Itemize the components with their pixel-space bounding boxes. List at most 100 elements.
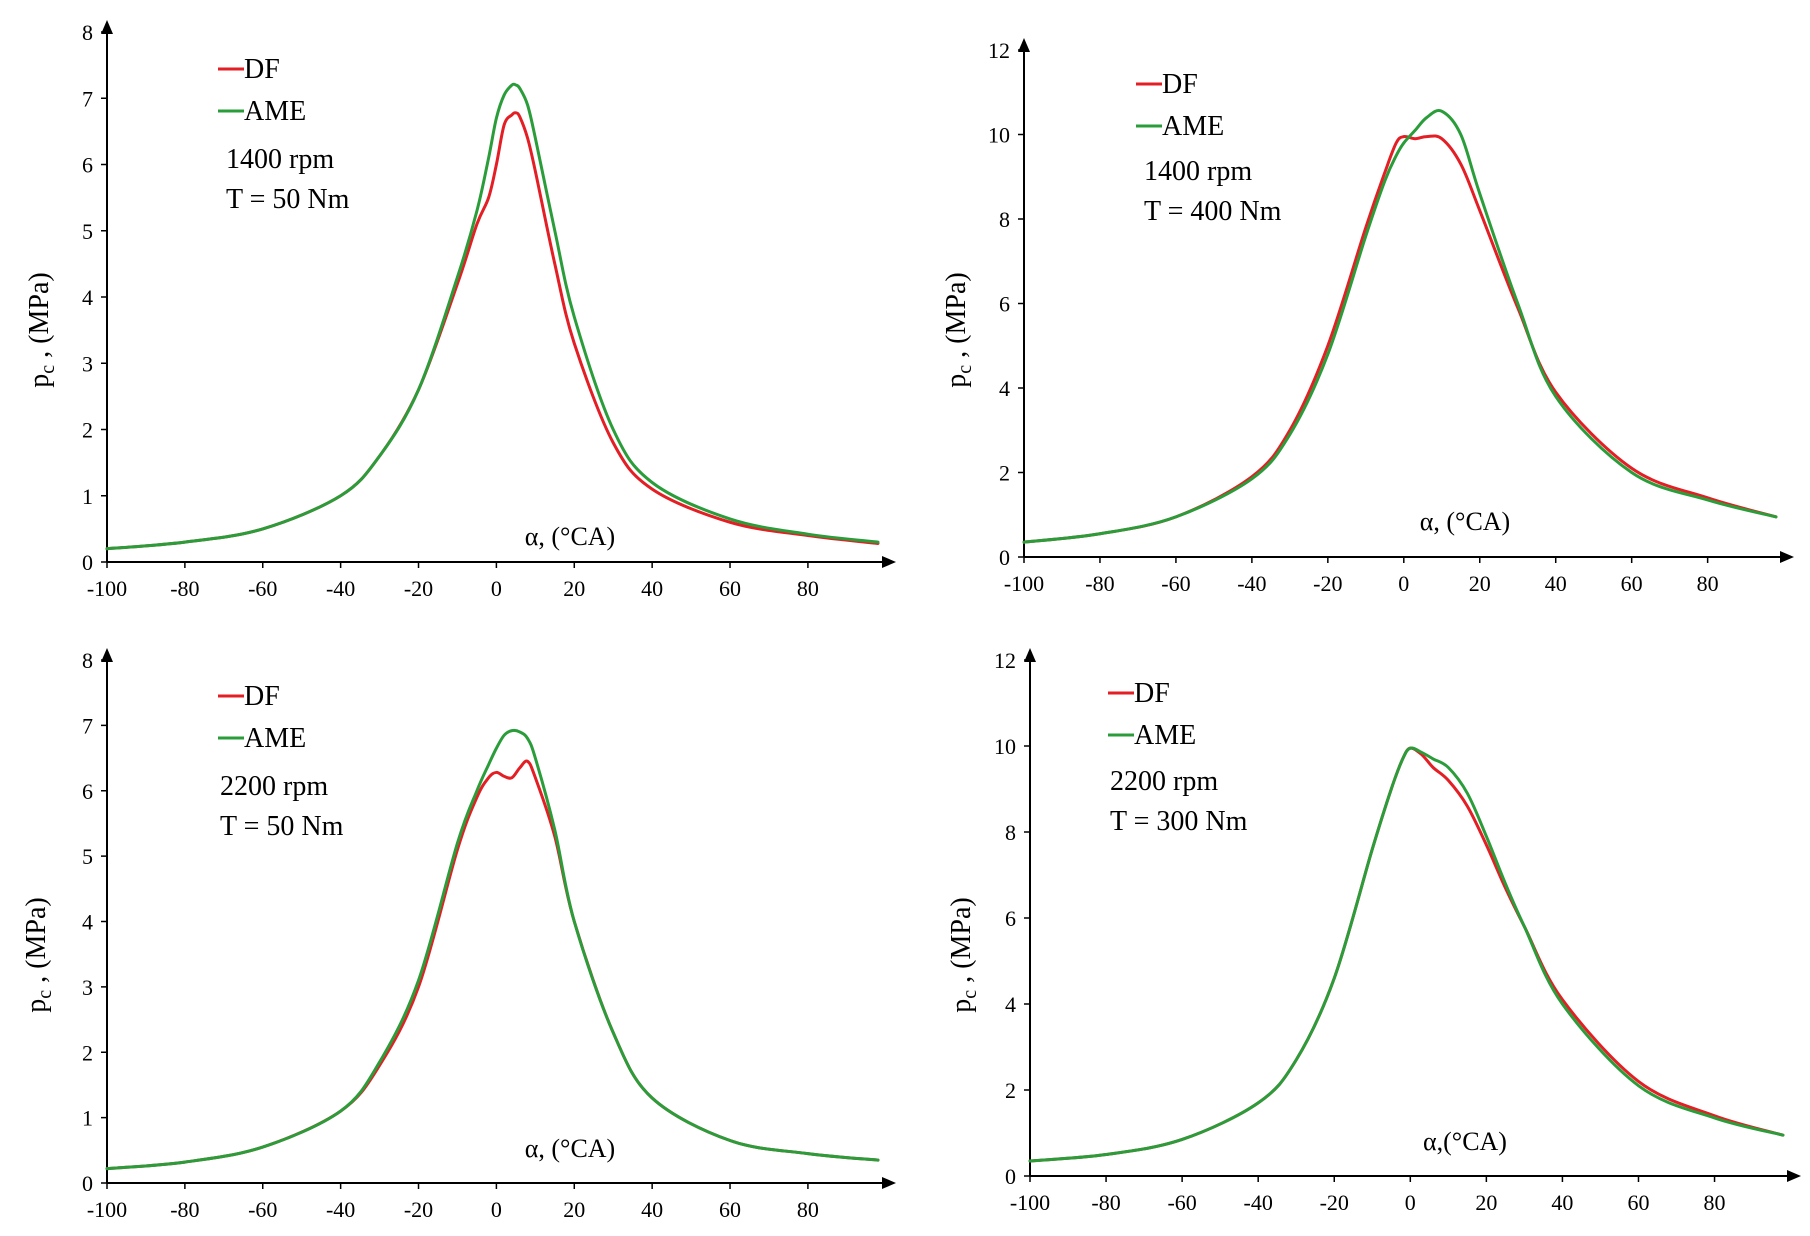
chart-panel-top-left: -100 -80 -60 -40 -20 0 20 40 60 80 0 1 2 3 4 5 6 7 8 DF AME 1… (24, 20, 896, 601)
legend-label-ame: AME (244, 723, 306, 754)
y-tick-label: 8 (999, 207, 1010, 232)
x-tick-label: 20 (1475, 1190, 1497, 1215)
y-tick-label: 6 (82, 779, 93, 804)
x-tick-label: 60 (1627, 1190, 1649, 1215)
x-tick-label: -100 (87, 1197, 127, 1222)
x-axis-arrow (882, 556, 896, 568)
series-line-ame (105, 728, 880, 1171)
series-line-ame (105, 82, 880, 551)
legend-label-df: DF (244, 54, 280, 85)
y-tick-label: 0 (1005, 1164, 1016, 1189)
y-tick-label: 4 (1005, 992, 1016, 1017)
x-tick-label: 40 (1551, 1190, 1573, 1215)
annotation-text: T = 300 Nm (1110, 806, 1248, 837)
x-tick-label: -20 (1313, 571, 1342, 596)
chart-panel-bottom-left: -100 -80 -60 -40 -20 0 20 40 60 80 0 1 2 3 4 5 6 7 8 DF AME 2… (21, 648, 896, 1222)
x-tick-label: -20 (404, 576, 433, 601)
legend-label-ame: AME (1162, 111, 1224, 142)
annotation-text: T = 400 Nm (1144, 196, 1282, 227)
legend-label-ame: AME (1134, 720, 1196, 751)
y-axis-label: pc , (MPa) (946, 897, 981, 1012)
y-tick-label: 1 (82, 1106, 93, 1131)
y-tick-label: 3 (82, 975, 93, 1000)
x-tick-label: 80 (1697, 571, 1719, 596)
y-tick-label: 2 (82, 1040, 93, 1065)
x-tick-label: -60 (248, 1197, 277, 1222)
x-tick-label: 0 (491, 1197, 502, 1222)
y-tick-label: 10 (988, 123, 1010, 148)
y-tick-label: 0 (82, 1171, 93, 1196)
legend-label-df: DF (1162, 69, 1198, 100)
annotation-text: 2200 rpm (220, 771, 328, 802)
y-tick-label: 8 (82, 648, 93, 673)
x-tick-label: -40 (1237, 571, 1266, 596)
x-tick-label: -20 (404, 1197, 433, 1222)
y-tick-label: 4 (82, 285, 93, 310)
x-tick-label: -100 (1010, 1190, 1050, 1215)
y-axis-label: pc , (MPa) (21, 897, 56, 1012)
y-tick-label: 5 (82, 219, 93, 244)
x-tick-label: -40 (326, 1197, 355, 1222)
y-tick-label: 6 (82, 153, 93, 178)
x-axis-arrow (1780, 551, 1794, 563)
y-tick-label: 7 (82, 713, 93, 738)
y-tick-label: 3 (82, 351, 93, 376)
chart-panel-bottom-right: -100 -80 -60 -40 -20 0 20 40 60 80 0 2 4 6 8 10 12 DF AME 2… (946, 648, 1801, 1215)
y-tick-label: 4 (82, 910, 93, 935)
y-tick-label: 5 (82, 844, 93, 869)
x-tick-label: 40 (641, 576, 663, 601)
x-tick-label: -20 (1320, 1190, 1349, 1215)
y-axis-arrow (1018, 38, 1030, 52)
annotation-text: 2200 rpm (1110, 766, 1218, 797)
x-tick-label: 20 (563, 1197, 585, 1222)
annotation-text: T = 50 Nm (226, 184, 350, 215)
x-tick-label: 40 (1545, 571, 1567, 596)
x-tick-label: 60 (1621, 571, 1643, 596)
y-tick-label: 4 (999, 376, 1010, 401)
x-tick-label: 80 (797, 576, 819, 601)
y-axis-arrow (101, 20, 113, 34)
annotation-text: T = 50 Nm (220, 811, 344, 842)
x-tick-label: 80 (797, 1197, 819, 1222)
y-tick-label: 10 (994, 734, 1016, 759)
y-tick-label: 1 (82, 484, 93, 509)
series-line-ame (1022, 109, 1778, 544)
x-tick-label: 60 (719, 1197, 741, 1222)
y-tick-label: 12 (988, 38, 1010, 63)
y-tick-label: 2 (1005, 1078, 1016, 1103)
x-tick-label: -100 (1004, 571, 1044, 596)
y-tick-label: 6 (1005, 906, 1016, 931)
x-axis-label: α, (°CA) (525, 1134, 615, 1163)
x-tick-label: 20 (1469, 571, 1491, 596)
x-tick-label: 0 (1405, 1190, 1416, 1215)
y-tick-label: 8 (1005, 820, 1016, 845)
y-tick-label: 6 (999, 292, 1010, 317)
y-tick-label: 12 (994, 648, 1016, 673)
x-axis-arrow (1787, 1170, 1801, 1182)
y-axis-arrow (101, 648, 113, 662)
x-tick-label: 80 (1704, 1190, 1726, 1215)
annotation-text: 1400 rpm (226, 144, 334, 175)
x-tick-label: -40 (326, 576, 355, 601)
x-axis-label: α,(°CA) (1423, 1127, 1507, 1156)
legend-label-ame: AME (244, 96, 306, 127)
x-axis-arrow (882, 1177, 896, 1189)
x-tick-label: -60 (1167, 1190, 1196, 1215)
x-tick-label: -80 (170, 1197, 199, 1222)
x-tick-label: 0 (491, 576, 502, 601)
x-tick-label: 60 (719, 576, 741, 601)
y-tick-label: 8 (82, 20, 93, 45)
y-tick-label: 0 (82, 550, 93, 575)
annotation-text: 1400 rpm (1144, 156, 1252, 187)
y-axis-arrow (1024, 648, 1036, 662)
x-tick-label: 0 (1398, 571, 1409, 596)
x-axis-label: α, (°CA) (1420, 507, 1510, 536)
chart-panels: -100 -80 -60 -40 -20 0 20 40 60 80012345678DFAME1… (21, 20, 1801, 1222)
x-tick-label: 20 (563, 576, 585, 601)
chart-panel-top-right: -100 -80 -60 -40 -20 0 20 40 60 80 0 2 4 6 8 10 12 DF AME 1… (941, 38, 1794, 596)
series-line-ame (1028, 746, 1785, 1163)
x-tick-label: -80 (170, 576, 199, 601)
x-tick-label: -40 (1244, 1190, 1273, 1215)
